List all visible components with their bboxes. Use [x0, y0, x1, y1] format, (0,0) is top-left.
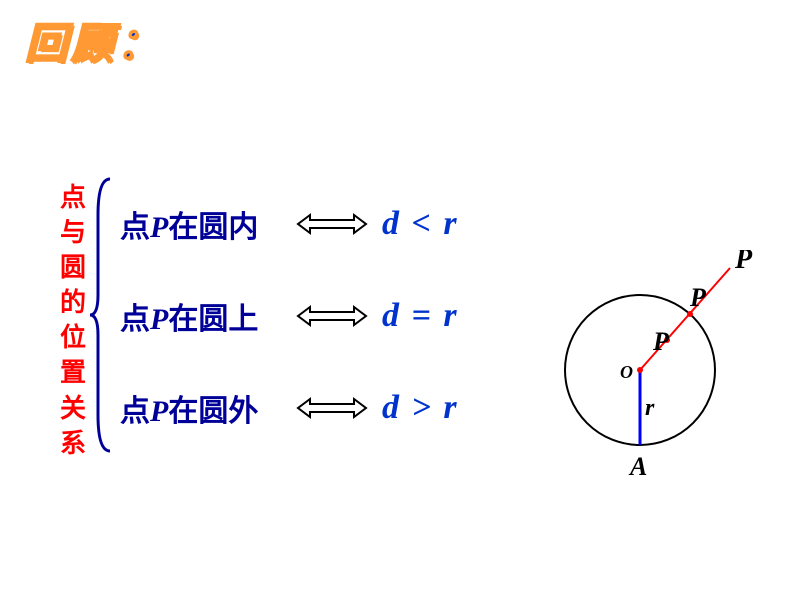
case-suffix: 在圆上: [168, 303, 258, 336]
label-a: A: [628, 452, 647, 481]
cases-list: 点P在圆内 d < r 点P在圆上 d = r 点P在圆外 d > r: [120, 178, 459, 454]
center-dot: [637, 367, 643, 373]
circle-diagram: P P P O r A: [545, 250, 775, 510]
case-var: P: [150, 303, 168, 336]
label-r: r: [645, 395, 655, 421]
double-arrow-icon: [296, 303, 368, 329]
case-text: 点P在圆外: [120, 386, 290, 430]
case-prefix: 点: [120, 303, 150, 336]
case-text: 点P在圆上: [120, 294, 290, 338]
case-var: P: [150, 395, 168, 428]
case-condition: d = r: [382, 297, 459, 335]
case-row-inside: 点P在圆内 d < r: [120, 178, 459, 270]
case-row-outside: 点P在圆外 d > r: [120, 362, 459, 454]
double-arrow-icon: [296, 211, 368, 237]
case-var: P: [150, 211, 168, 244]
brace-icon: [88, 175, 116, 455]
page-title: 回顾：: [25, 10, 163, 71]
case-condition: d > r: [382, 389, 459, 427]
case-text: 点P在圆内: [120, 202, 290, 246]
case-suffix: 在圆内: [168, 211, 258, 244]
case-condition: d < r: [382, 205, 459, 243]
label-o: O: [620, 362, 633, 382]
vertical-category-label: 点与圆的位置关系: [60, 180, 86, 461]
case-prefix: 点: [120, 395, 150, 428]
label-p-on: P: [689, 283, 707, 312]
double-arrow-icon: [296, 395, 368, 421]
label-p-inside: P: [652, 327, 670, 356]
case-suffix: 在圆外: [168, 395, 258, 428]
case-prefix: 点: [120, 211, 150, 244]
case-row-on: 点P在圆上 d = r: [120, 270, 459, 362]
label-p-outside: P: [734, 250, 753, 275]
